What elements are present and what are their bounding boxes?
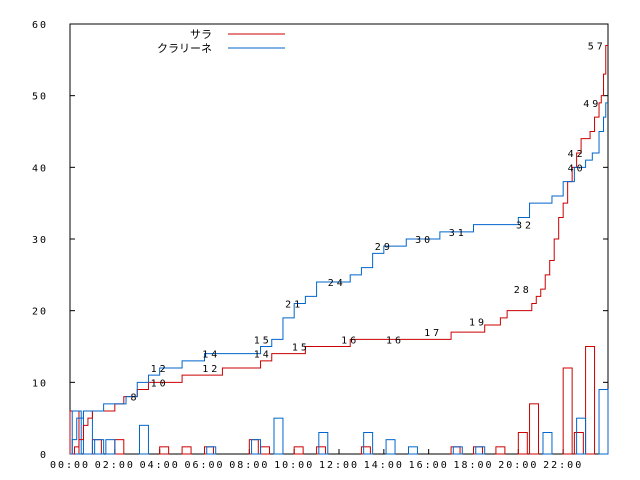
bar-clarine: [452, 446, 463, 455]
series-lines: [70, 45, 608, 455]
bar-sara: [114, 439, 125, 455]
x-tick-label: 06:00: [184, 460, 224, 471]
bar-clarine: [385, 439, 396, 455]
histogram: [69, 346, 609, 455]
data-label: 14: [202, 350, 220, 361]
legend-label-clarine: クラリーネ: [157, 42, 212, 55]
y-tick-label: 40: [32, 163, 48, 174]
data-label: 8: [130, 393, 139, 404]
data-label: 57: [588, 42, 606, 53]
bar-clarine: [475, 446, 486, 455]
bar-clarine: [407, 446, 418, 455]
x-axis: 00:00 02:00 04:00 06:00 08:00 10:00 12:00 14:00…: [50, 449, 583, 471]
bar-sara: [473, 446, 483, 455]
x-tick-label: 12:00: [319, 460, 359, 471]
bar-sara: [450, 446, 461, 455]
data-label: 24: [328, 278, 346, 289]
x-tick-label: 20:00: [498, 460, 538, 471]
x-tick-label: 00:00: [50, 460, 90, 471]
x-tick-label: 10:00: [274, 460, 314, 471]
annotations: 57 49 42 40 32 31 30 29 28 24 21 19 17 16 16 15 15 14 14 12…: [130, 42, 606, 404]
bar-clarine: [598, 389, 609, 455]
bar-sara: [495, 446, 506, 455]
bar-sara: [573, 432, 584, 455]
bar-sara: [293, 446, 304, 455]
bar-clarine: [251, 439, 262, 455]
bar-sara: [316, 446, 327, 455]
y-tick-label: 50: [32, 92, 48, 103]
x-tick-label: 18:00: [453, 460, 493, 471]
data-label: 28: [514, 285, 532, 296]
data-label: 21: [285, 300, 303, 311]
data-label: 31: [449, 228, 467, 239]
bar-sara: [562, 367, 573, 455]
series-line-clarine: [70, 102, 608, 455]
series-line-sara: [70, 45, 608, 455]
x-tick-label: 02:00: [95, 460, 135, 471]
data-label: 12: [151, 364, 169, 375]
bar-sara: [260, 446, 271, 455]
bar-clarine: [318, 432, 329, 455]
bar-sara: [517, 432, 528, 455]
x-tick-label: 22:00: [543, 460, 583, 471]
bar-sara: [204, 446, 214, 455]
bar-clarine: [542, 432, 553, 455]
data-label: 19: [469, 317, 487, 328]
bar-sara: [248, 439, 259, 455]
bar-sara: [91, 439, 102, 455]
y-tick-label: 10: [32, 378, 48, 389]
bar-clarine: [273, 417, 284, 455]
bar-clarine: [363, 432, 374, 455]
data-label: 16: [386, 335, 404, 346]
bar-clarine: [105, 439, 116, 455]
bar-clarine: [94, 439, 105, 455]
legend-label-sara: サラ: [190, 28, 212, 41]
data-label: 14: [254, 350, 272, 361]
data-label: 17: [424, 328, 442, 339]
bar-sara: [159, 446, 170, 455]
y-tick-label: 20: [32, 307, 48, 318]
bar-sara: [585, 346, 596, 455]
data-label: 12: [202, 364, 220, 375]
y-tick-label: 0: [40, 450, 48, 461]
data-label: 40: [568, 163, 586, 174]
plot-frame: [69, 23, 609, 455]
bar-clarine: [206, 446, 217, 455]
bar-clarine: [576, 417, 587, 455]
data-label: 30: [415, 235, 433, 246]
y-axis: 0 10 20 30 40 50 60: [32, 20, 608, 461]
x-tick-label: 14:00: [364, 460, 404, 471]
data-label: 32: [516, 221, 534, 232]
x-tick-label: 16:00: [409, 460, 449, 471]
bar-clarine: [71, 410, 82, 455]
data-label: 15: [254, 335, 272, 346]
data-label: 42: [568, 149, 586, 160]
y-tick-label: 60: [32, 20, 48, 31]
bar-sara: [181, 446, 192, 455]
data-label: 15: [292, 343, 310, 354]
data-label: 10: [151, 378, 169, 389]
bar-clarine: [82, 410, 93, 455]
data-label: 29: [375, 242, 393, 253]
bar-clarine: [138, 424, 149, 455]
bar-sara: [360, 446, 371, 455]
legend: サラ クラリーネ: [157, 28, 285, 55]
data-label: 49: [583, 99, 601, 110]
data-label: 16: [341, 335, 359, 346]
x-tick-label: 04:00: [140, 460, 180, 471]
x-tick-label: 08:00: [229, 460, 269, 471]
y-tick-label: 30: [32, 235, 48, 246]
bar-sara: [529, 403, 540, 455]
